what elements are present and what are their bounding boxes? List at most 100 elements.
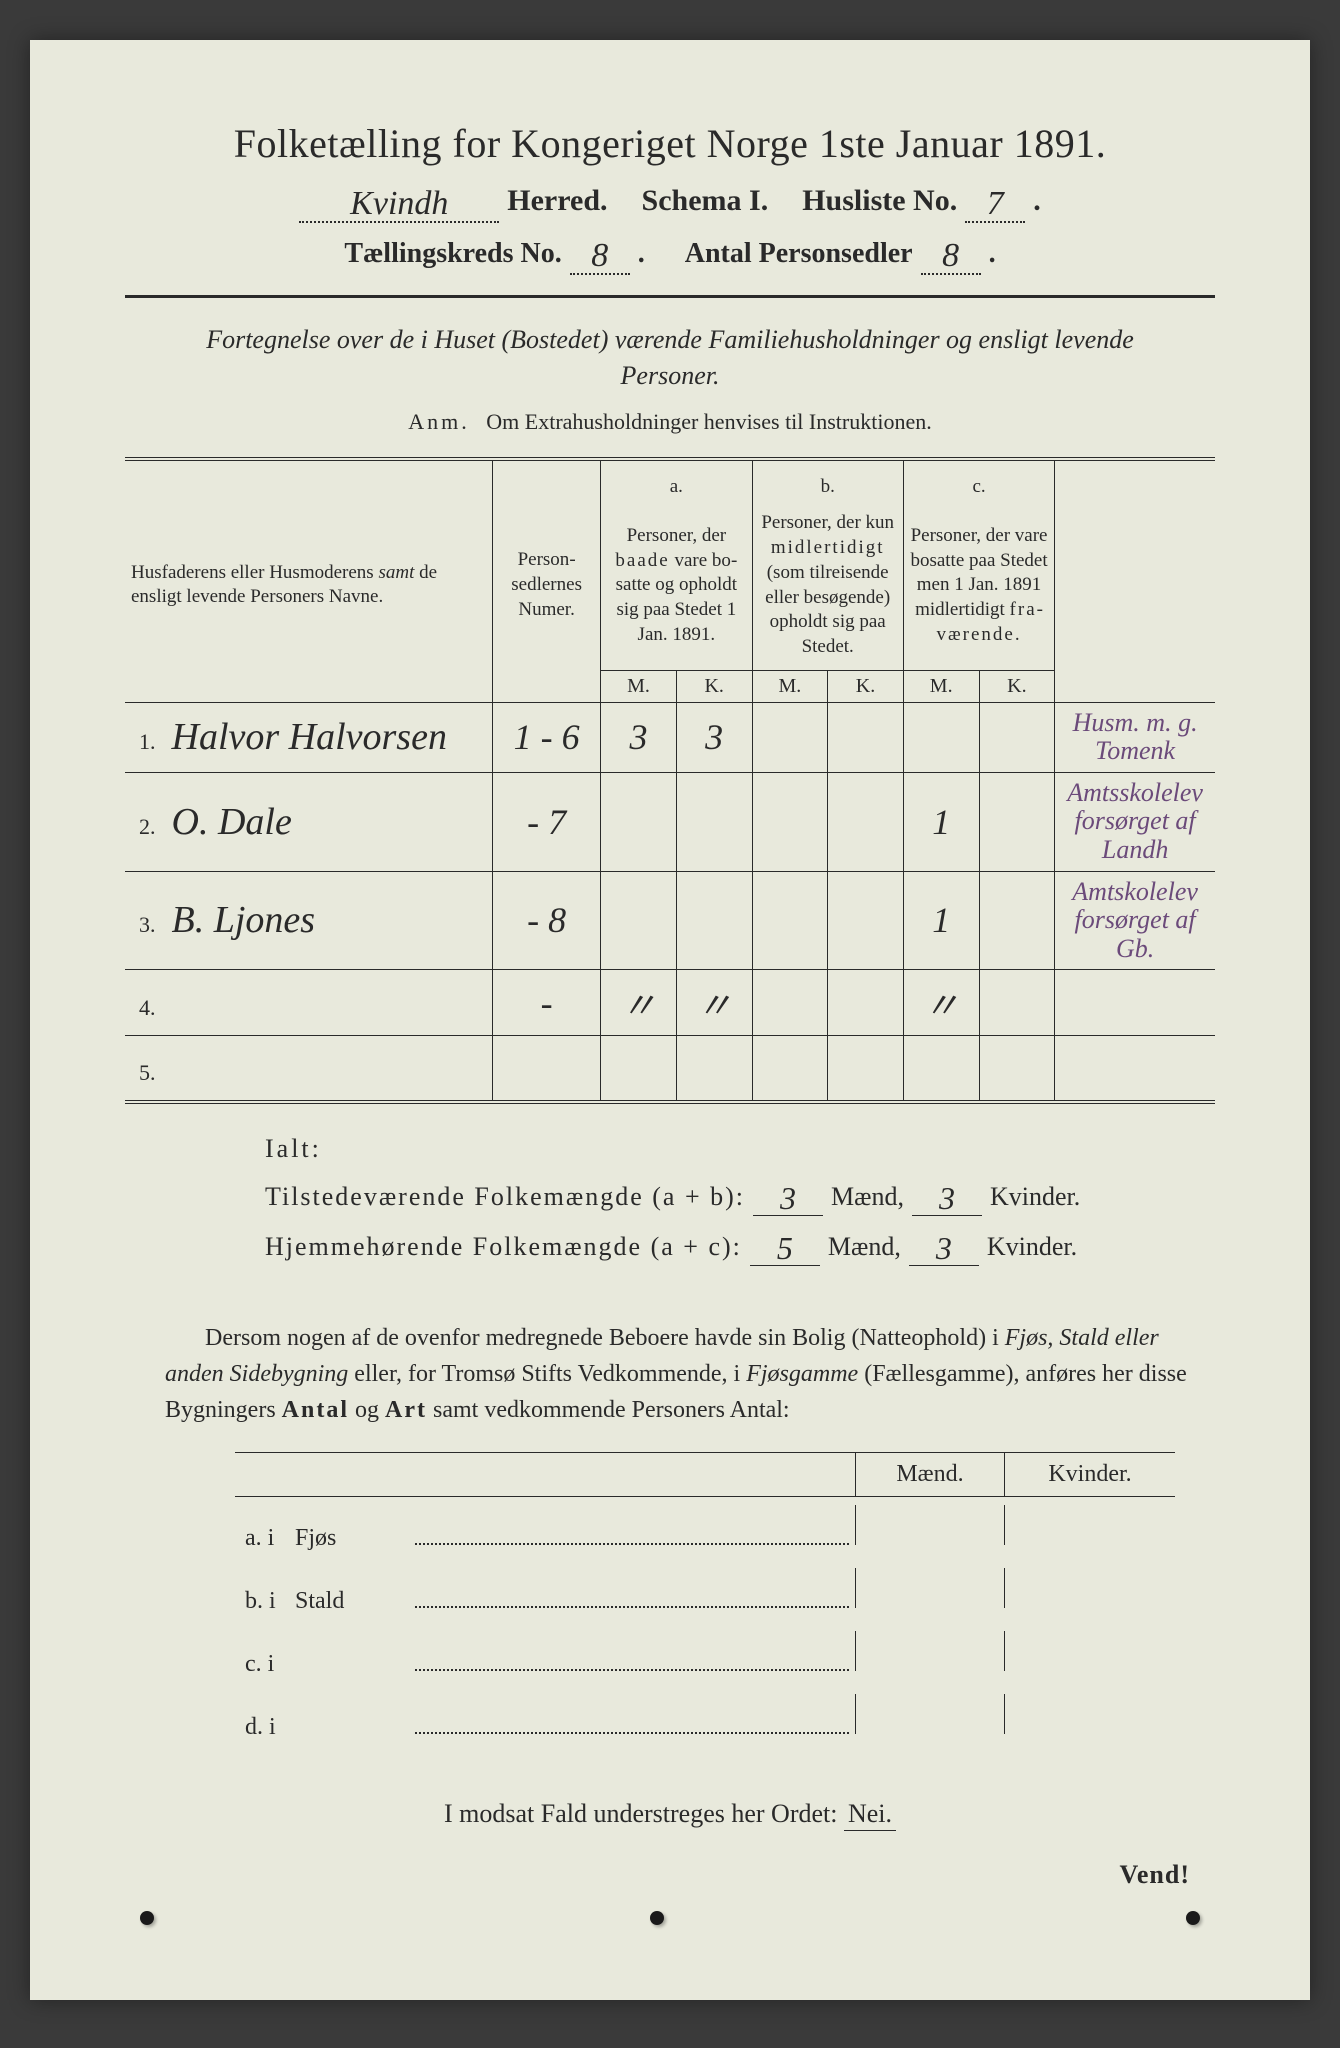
cell-margin-note xyxy=(1055,970,1215,1036)
cell-a-m: 〃 xyxy=(601,970,677,1036)
sb-row: a. iFjøs xyxy=(235,1497,1175,1560)
l2-k-field: 3 xyxy=(909,1226,979,1266)
table-row: 3. B. Ljones- 81Amtskolelev forsørget af… xyxy=(125,871,1215,970)
cell-name: 2. O. Dale xyxy=(125,772,493,871)
sb-k xyxy=(1005,1631,1175,1671)
census-form-page: Folketælling for Kongeriget Norge 1ste J… xyxy=(30,40,1310,2000)
sb-type: Fjøs xyxy=(295,1525,415,1552)
pin-icon xyxy=(1186,1911,1200,1925)
cell-a-k xyxy=(676,772,752,871)
th-c-top: c. xyxy=(903,459,1054,506)
l1-kvinder: Kvinder. xyxy=(990,1182,1080,1212)
th-b-m: M. xyxy=(752,670,828,702)
cell-b-k xyxy=(828,871,904,970)
cell-a-k xyxy=(676,1036,752,1102)
cell-a-k: 3 xyxy=(676,702,752,772)
anm-line: Anm. Om Extrahusholdninger henvises til … xyxy=(125,409,1215,435)
sb-k xyxy=(1005,1568,1175,1608)
herred-value: Kvindh xyxy=(350,185,448,222)
herred-label: Herred. xyxy=(507,184,607,218)
cell-b-k xyxy=(828,1036,904,1102)
th-margin xyxy=(1055,459,1215,702)
cell-c-m xyxy=(903,702,979,772)
ialt-label: Ialt: xyxy=(265,1134,1135,1164)
kreds-no-value: 8 xyxy=(591,237,608,274)
table-row: 5. xyxy=(125,1036,1215,1102)
husliste-label: Husliste No. xyxy=(802,184,957,218)
sb-row: d. i xyxy=(235,1686,1175,1749)
th-a: Personer, der baade vare bo­satte og oph… xyxy=(601,505,752,670)
th-b-top: b. xyxy=(752,459,903,506)
l2-m-value: 5 xyxy=(777,1230,793,1266)
cell-num: - xyxy=(493,970,601,1036)
cell-a-m xyxy=(601,871,677,970)
cell-c-k xyxy=(979,871,1055,970)
sb-dots xyxy=(415,1653,849,1671)
th-c-m: M. xyxy=(903,670,979,702)
cell-c-k xyxy=(979,702,1055,772)
cell-margin-note: Husm. m. g. Tomenk xyxy=(1055,702,1215,772)
subtitle-italic: Fortegnelse over de i Huset (Bostedet) v… xyxy=(175,322,1165,395)
husliste-no-field: 7 xyxy=(965,181,1025,223)
antal-label: Antal Personsedler xyxy=(685,238,913,270)
nei-text: I modsat Fald understreges her Ordet: xyxy=(444,1799,838,1828)
cell-c-m: 1 xyxy=(903,772,979,871)
kreds-no-field: 8 xyxy=(570,233,630,275)
sb-lab: c. i xyxy=(235,1651,295,1678)
cell-a-k: 〃 xyxy=(676,970,752,1036)
th-c-k: K. xyxy=(979,670,1055,702)
cell-margin-note: Amtskolelev forsørget af Gb. xyxy=(1055,871,1215,970)
cell-a-m: 3 xyxy=(601,702,677,772)
table-row: 4. -〃〃〃 xyxy=(125,970,1215,1036)
cell-c-m: 1 xyxy=(903,871,979,970)
sb-m xyxy=(855,1568,1005,1608)
divider-1 xyxy=(125,295,1215,298)
pin-icon xyxy=(650,1911,664,1925)
table-row: 1. Halvor Halvorsen1 - 633Husm. m. g. To… xyxy=(125,702,1215,772)
cell-c-k xyxy=(979,970,1055,1036)
cell-b-k xyxy=(828,970,904,1036)
cell-b-k xyxy=(828,772,904,871)
sb-dots xyxy=(415,1716,849,1734)
sb-lab: a. i xyxy=(235,1525,295,1552)
th-a-m: M. xyxy=(601,670,677,702)
husliste-no-value: 7 xyxy=(987,185,1004,222)
l1-m-field: 3 xyxy=(753,1176,823,1216)
cell-num xyxy=(493,1036,601,1102)
sb-m xyxy=(855,1694,1005,1734)
totals-line-2: Hjemmehørende Folkemængde (a + c): 5 Mæn… xyxy=(265,1226,1135,1266)
l1-k-field: 3 xyxy=(912,1176,982,1216)
cell-num: 1 - 6 xyxy=(493,702,601,772)
l2-k-value: 3 xyxy=(936,1230,952,1266)
cell-name: 4. xyxy=(125,970,493,1036)
cell-margin-note xyxy=(1055,1036,1215,1102)
cell-name: 5. xyxy=(125,1036,493,1102)
cell-name: 3. B. Ljones xyxy=(125,871,493,970)
l1-m-value: 3 xyxy=(780,1180,796,1216)
sb-kvinder: Kvinder. xyxy=(1005,1453,1175,1496)
cell-a-m xyxy=(601,1036,677,1102)
vend-label: Vend! xyxy=(1119,1860,1190,1890)
sb-m xyxy=(855,1505,1005,1545)
l2-label: Hjemmehørende Folkemængde (a + c): xyxy=(265,1232,742,1262)
l1-label: Tilstedeværende Folkemængde (a + b): xyxy=(265,1182,745,1212)
cell-b-m xyxy=(752,1036,828,1102)
cell-c-m: 〃 xyxy=(903,970,979,1036)
th-b: Personer, der kun midler­tidigt (som til… xyxy=(752,505,903,670)
l2-kvinder: Kvinder. xyxy=(987,1232,1077,1262)
sb-lab: b. i xyxy=(235,1588,295,1615)
cell-b-m xyxy=(752,871,828,970)
cell-c-m xyxy=(903,1036,979,1102)
cell-margin-note: Amtsskolelev forsørget af Landh xyxy=(1055,772,1215,871)
cell-b-m xyxy=(752,772,828,871)
sb-row: c. i xyxy=(235,1623,1175,1686)
l1-maend: Mænd, xyxy=(831,1182,904,1212)
pin-icon xyxy=(140,1911,154,1925)
side-building-table: Mænd. Kvinder. a. iFjøsb. iStaldc. id. i xyxy=(235,1452,1175,1749)
th-name: Husfaderens eller Husmode­rens samt de e… xyxy=(125,459,493,702)
th-a-top: a. xyxy=(601,459,752,506)
cell-b-k xyxy=(828,702,904,772)
nei-line: I modsat Fald understreges her Ordet: Ne… xyxy=(125,1799,1215,1829)
cell-a-m xyxy=(601,772,677,871)
antal-no-field: 8 xyxy=(921,233,981,275)
